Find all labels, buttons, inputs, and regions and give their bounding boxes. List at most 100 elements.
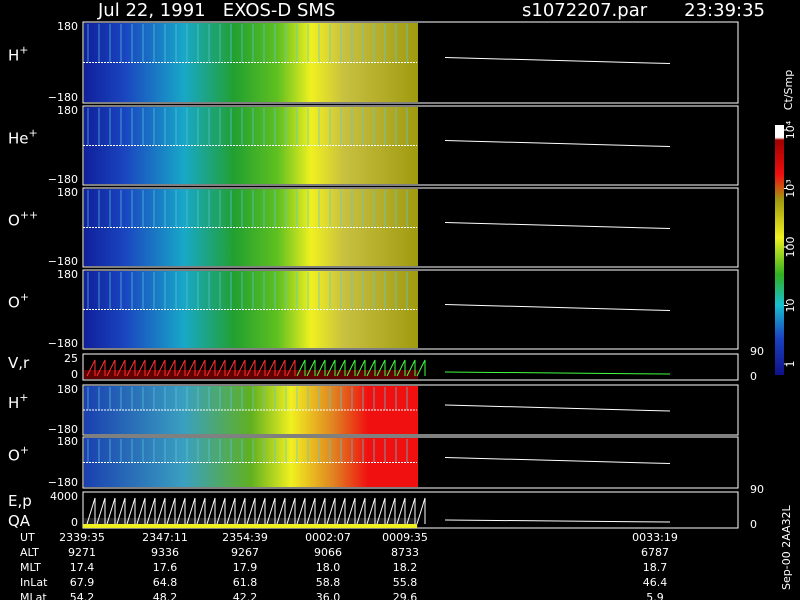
color-tick-label: 10⁴ xyxy=(784,120,797,139)
trace xyxy=(444,457,671,464)
label-text: E,p xyxy=(8,492,32,510)
sawtooth xyxy=(196,497,206,525)
y-tick-label: −180 xyxy=(48,173,78,186)
sawtooth xyxy=(276,359,286,377)
trace xyxy=(444,519,671,523)
y-tick-label: 180 xyxy=(57,186,78,199)
y-tick-label: −180 xyxy=(48,255,78,268)
trace xyxy=(444,404,671,412)
time: 23:39:35 xyxy=(684,0,765,21)
row-label: MLat xyxy=(20,591,47,600)
panel-label: QA xyxy=(8,512,31,530)
y2-tick-label: 90 xyxy=(750,345,764,358)
sawtooth xyxy=(256,359,266,377)
trace xyxy=(444,371,671,375)
label-text: O xyxy=(8,294,20,312)
sawtooth xyxy=(236,359,246,377)
y2-tick-label: 90 xyxy=(750,483,764,496)
table-cell: 5.9 xyxy=(646,591,664,600)
sawtooth xyxy=(216,497,226,525)
trace xyxy=(444,57,671,64)
sawtooth xyxy=(416,359,426,377)
sawtooth xyxy=(326,359,336,377)
table-cell: 2347:11 xyxy=(142,531,188,544)
label-text: V,r xyxy=(8,354,30,372)
table-cell: 18.7 xyxy=(643,561,668,574)
y-tick-label: −180 xyxy=(48,476,78,489)
color-tick-label: 100 xyxy=(784,237,797,258)
color-tick-label: 10³ xyxy=(784,179,797,197)
sawtooth xyxy=(136,497,146,525)
sawtooth xyxy=(326,497,336,525)
sawtooth xyxy=(386,497,396,525)
sawtooth xyxy=(396,359,406,377)
row-label: ALT xyxy=(20,546,39,559)
sawtooth xyxy=(246,497,256,525)
y-tick-label: 180 xyxy=(57,20,78,33)
y-tick-label: 180 xyxy=(57,383,78,396)
sawtooth xyxy=(226,497,236,525)
sawtooth xyxy=(86,359,96,377)
sawtooth xyxy=(246,359,256,377)
sawtooth xyxy=(306,497,316,525)
y-tick-label: 4000 xyxy=(50,490,78,503)
sawtooth xyxy=(366,359,376,377)
label-text: H xyxy=(8,47,19,65)
y-tick-label: 0 xyxy=(71,516,78,529)
table-cell: 55.8 xyxy=(393,576,418,589)
label-sup: + xyxy=(29,127,38,140)
sawtooth xyxy=(276,497,286,525)
color-bar-unit: Ct/Smp xyxy=(782,70,795,110)
sawtooth xyxy=(346,359,356,377)
sawtooth xyxy=(186,497,196,525)
table-cell: 18.2 xyxy=(393,561,418,574)
table-cell: 36.0 xyxy=(316,591,341,600)
sawtooth xyxy=(336,359,346,377)
sawtooth xyxy=(96,359,106,377)
table-cell: 0002:07 xyxy=(305,531,351,544)
sawtooth xyxy=(296,359,306,377)
color-tick-label: 1 xyxy=(784,361,797,368)
sawtooth xyxy=(286,497,296,525)
sawtooth xyxy=(186,359,196,377)
sawtooth xyxy=(376,497,386,525)
table-cell: 17.4 xyxy=(70,561,95,574)
trace xyxy=(444,140,671,147)
table-cell: 42.2 xyxy=(233,591,258,600)
table-cell: 54.2 xyxy=(70,591,95,600)
sawtooth xyxy=(126,497,136,525)
sawtooth xyxy=(136,359,146,377)
y-tick-label: 180 xyxy=(57,435,78,448)
table-cell: 18.0 xyxy=(316,561,341,574)
sawtooth xyxy=(106,359,116,377)
table-cell: 9271 xyxy=(68,546,96,559)
trace xyxy=(444,222,671,229)
sawtooth xyxy=(296,497,306,525)
sawtooth xyxy=(226,359,236,377)
sawtooth xyxy=(236,497,246,525)
label-sup: + xyxy=(20,291,29,304)
sawtooth xyxy=(206,359,216,377)
sawtooth xyxy=(396,497,406,525)
table-cell: 17.9 xyxy=(233,561,258,574)
table-cell: 9336 xyxy=(151,546,179,559)
sawtooth xyxy=(406,359,416,377)
y-tick-label: −180 xyxy=(48,423,78,436)
label-sup: + xyxy=(20,444,29,457)
y2-tick-label: 0 xyxy=(750,518,757,531)
sawtooth xyxy=(356,497,366,525)
panel-label: V,r xyxy=(8,354,30,372)
sawtooth xyxy=(286,359,296,377)
sawtooth xyxy=(116,497,126,525)
y-tick-label: −180 xyxy=(48,337,78,350)
sawtooth xyxy=(106,497,116,525)
table-cell: 64.8 xyxy=(153,576,178,589)
label-text: He xyxy=(8,130,29,148)
sawtooth xyxy=(156,359,166,377)
sawtooth xyxy=(416,497,426,525)
table-cell: 2339:35 xyxy=(59,531,105,544)
sawtooth xyxy=(306,359,316,377)
label-sup: + xyxy=(19,391,28,404)
table-cell: 58.8 xyxy=(316,576,341,589)
